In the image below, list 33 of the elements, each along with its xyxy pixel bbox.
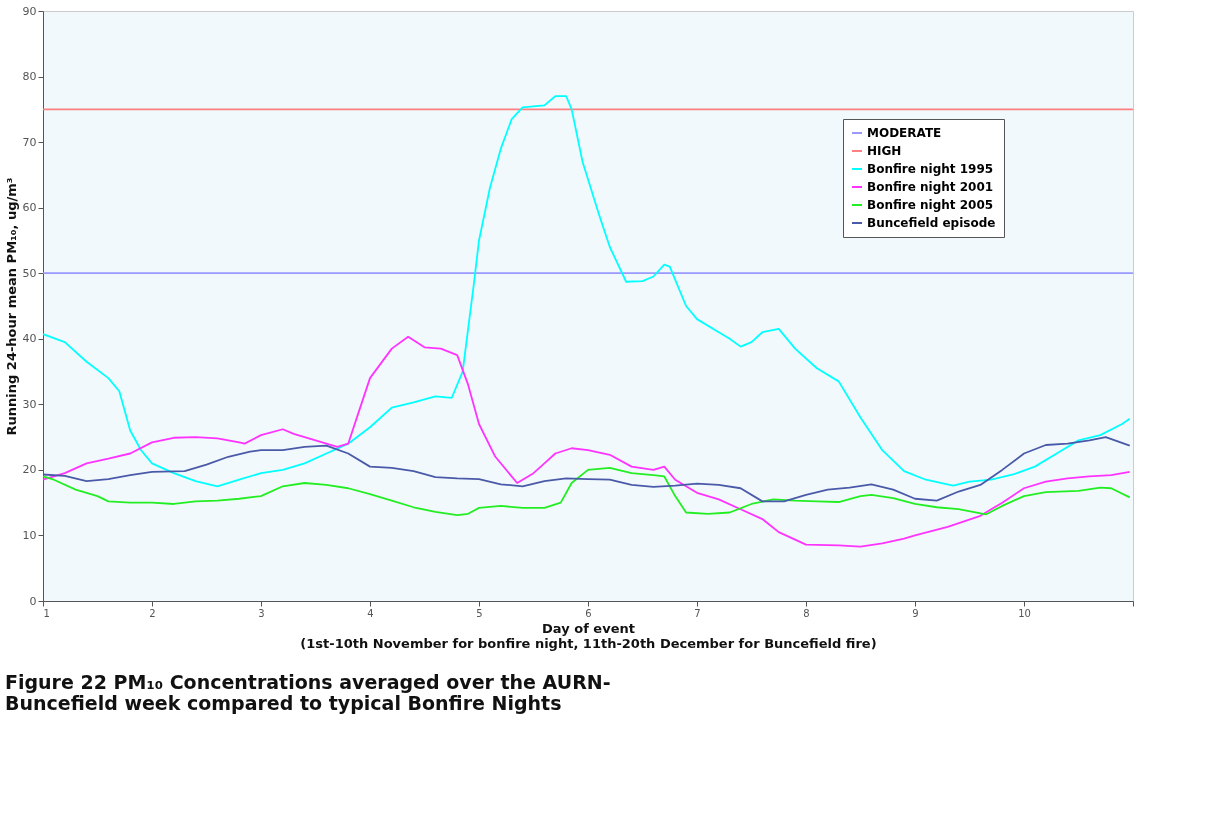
- x-tick-label: 8: [803, 607, 810, 619]
- x-tick-label: 5: [476, 607, 483, 619]
- y-axis-title: Running 24-hour mean PM₁₀, ug/m³: [3, 177, 19, 436]
- legend-label: Bonfire night 1995: [867, 162, 994, 176]
- y-tick-label: 80: [22, 70, 37, 84]
- line-series: [42, 335, 1131, 548]
- x-tick-label: 10: [1018, 607, 1031, 619]
- line-series: [42, 467, 1131, 517]
- text: Figure 22 PM₁₀ Concentrations averaged over the AURN- Buncefield week compared to typical Bonfire Nights: [5, 671, 611, 714]
- y-tick-label: 30: [22, 397, 37, 411]
- legend-label: MODERATE: [867, 126, 942, 140]
- y-tick-label: 20: [22, 463, 37, 477]
- y-tick-label: 10: [22, 528, 37, 542]
- x-tick-label: 2: [149, 607, 156, 619]
- y-tick-label: 50: [22, 266, 37, 280]
- x-tick-label: 7: [694, 607, 701, 619]
- legend-label: Buncefield episode: [867, 216, 996, 230]
- y-tick-label: 70: [22, 135, 37, 149]
- x-tick-label: 1: [43, 607, 50, 619]
- line-series: [42, 95, 1131, 488]
- x-tick-label: 4: [367, 607, 374, 619]
- legend-label: HIGH: [867, 144, 902, 158]
- x-tick-label: 3: [258, 607, 265, 619]
- x-tick-label: 9: [912, 607, 919, 619]
- legend-label: Bonfire night 2001: [867, 180, 994, 194]
- line-series: [42, 436, 1131, 503]
- x-tick-label: 6: [585, 607, 592, 619]
- legend-label: Bonfire night 2005: [867, 198, 994, 212]
- y-tick-label: 90: [22, 4, 37, 18]
- y-tick-label: 0: [29, 594, 37, 608]
- y-tick-label: 40: [22, 332, 37, 346]
- y-tick-label: 60: [22, 201, 37, 215]
- x-axis-title: Day of event (1st-10th November for bonfire night, 11th-20th December for Buncefield fire): [300, 620, 877, 651]
